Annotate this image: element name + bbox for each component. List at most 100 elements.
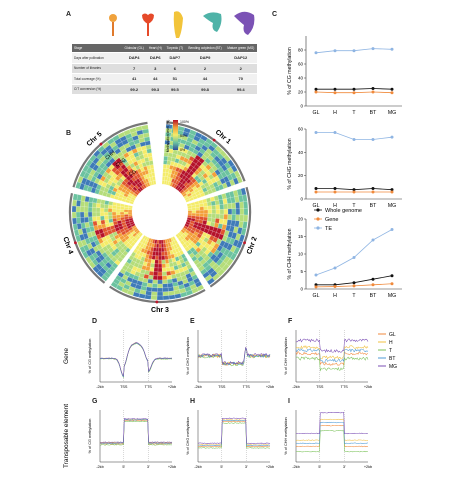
table-cell: 99.8	[185, 84, 225, 95]
data-point-te	[371, 238, 375, 242]
data-point-gene	[371, 90, 375, 94]
legend-entry: MG	[389, 364, 397, 370]
table-header-cell: Heart (H)	[146, 44, 165, 53]
circos-heat-cell	[162, 287, 169, 293]
circos-heat-cell	[100, 203, 105, 209]
circos-heat-cell	[203, 209, 209, 214]
track-label-chg: CHG	[115, 157, 128, 168]
profile-line-T	[295, 430, 369, 453]
panel-c-chart-2: 0 5 10 15 20 % of CHH methylation GL H T BT MG	[287, 217, 402, 299]
circos-heat-cell	[112, 201, 118, 206]
data-point-te	[352, 256, 356, 259]
y-axis-label: % of CG methylation	[88, 419, 92, 454]
profile-line-GL	[99, 419, 173, 445]
x-tick-label: 5'	[318, 465, 321, 469]
centromere-marker	[212, 138, 216, 142]
panel-label-c: C	[272, 11, 278, 18]
data-point-gene	[314, 190, 318, 194]
profile-line-MG	[99, 342, 173, 377]
circos-heat-cell	[84, 201, 89, 208]
circos-heat-cell	[231, 208, 237, 215]
table-header-row: Stage Globular (GL) Heart (H) Torpedo (T…	[72, 44, 257, 53]
data-point-te	[333, 49, 337, 53]
circos-heat-cell	[72, 199, 77, 207]
circos-heat-cell	[162, 283, 169, 289]
circos-heat-cell	[150, 295, 158, 301]
table-header-cell: Mature green (MG)	[224, 44, 257, 53]
y-tick-label: 60	[298, 127, 304, 132]
circos-heat-cell	[99, 207, 105, 213]
circos-heat-cell	[195, 207, 201, 211]
x-tick-label: +2kb	[168, 385, 176, 389]
metagene-profiles: Gene Transposable element -2kb TSS TTS +2kb % …	[63, 330, 397, 469]
table-row-label: Days after pollination	[72, 52, 122, 64]
circos-heat-cell	[162, 164, 167, 169]
circos-heat-cell	[199, 210, 205, 214]
circos-heat-cell	[157, 263, 163, 269]
data-point-te	[371, 47, 375, 51]
legend-entry: T	[389, 348, 392, 354]
profile-line-H	[99, 342, 173, 378]
circos-heat-cell	[153, 271, 158, 277]
circos-heat-cell	[211, 209, 217, 215]
panel-c-legend: Whole genome Gene TE	[314, 208, 362, 232]
circos-heat-cell	[123, 211, 129, 215]
circos-heat-cell	[203, 202, 208, 207]
profile-line-H	[99, 418, 173, 444]
x-tick-label: +2kb	[266, 385, 274, 389]
circos-heat-cell	[96, 198, 102, 204]
circos-heat-cell	[235, 202, 241, 209]
circos-heat-cell	[72, 217, 77, 225]
circos-heat-cell	[96, 203, 101, 208]
data-point-whole	[352, 188, 356, 192]
circos-heat-cell	[215, 209, 221, 215]
circos-heat-cell	[108, 204, 113, 209]
circos-heat-cell	[158, 243, 162, 249]
profile-line-T	[99, 420, 173, 446]
x-tick-label: 3'	[245, 465, 248, 469]
circos-heat-cell	[155, 247, 159, 253]
circos-heat-cell	[243, 214, 249, 223]
circos-heat-cell	[79, 211, 85, 218]
y-tick-label: 15	[298, 234, 304, 239]
profile-line-MG	[99, 418, 173, 443]
circos-heat-cell	[104, 215, 109, 220]
data-point-te	[371, 138, 375, 141]
y-axis-label: % of CHH methylation	[287, 228, 293, 279]
circos-heat-cell	[167, 286, 174, 292]
circos-heat-cell	[95, 207, 101, 213]
circos-heat-cell	[127, 209, 133, 213]
circos-heat-cell	[88, 216, 93, 223]
x-tick-label: MG	[388, 203, 396, 209]
x-tick-label: TTS	[341, 385, 349, 389]
circos-heat-cell	[72, 193, 78, 201]
table-row: Days after pollination DAP4 DAP6 DAP7 DA…	[72, 52, 257, 64]
circos-heat-cell	[84, 216, 89, 223]
circos-heat-cell	[96, 220, 102, 226]
circos-heat-cell	[119, 209, 125, 213]
table-cell: 99.4	[224, 84, 257, 95]
table-cell: 70	[224, 73, 257, 85]
profile-line-GL	[197, 420, 271, 448]
data-point-gene	[352, 91, 356, 95]
panel-label-g: G	[92, 398, 98, 405]
circos-heat-cell	[155, 251, 159, 257]
circos-heat-cell	[219, 214, 225, 220]
circos-heat-cell	[103, 208, 109, 213]
data-point-whole	[352, 281, 356, 285]
table-cell: 2	[185, 63, 225, 74]
circos-heat-cell	[112, 214, 117, 219]
data-point-gene	[333, 190, 337, 194]
circos-heat-cell	[223, 214, 229, 220]
circos-heat-cell	[148, 271, 154, 276]
x-tick-label: -2kb	[194, 465, 201, 469]
circos-heat-cell	[80, 217, 85, 224]
table-cell: 44	[146, 73, 165, 85]
data-point-whole	[371, 187, 375, 190]
circos-heat-cell	[199, 213, 205, 218]
table-cell: DAP9	[185, 52, 225, 64]
circos-heat-cell	[100, 199, 106, 205]
circos-heat-cell	[127, 211, 133, 215]
data-point-whole	[371, 277, 375, 281]
circos-heat-cell	[153, 267, 159, 273]
